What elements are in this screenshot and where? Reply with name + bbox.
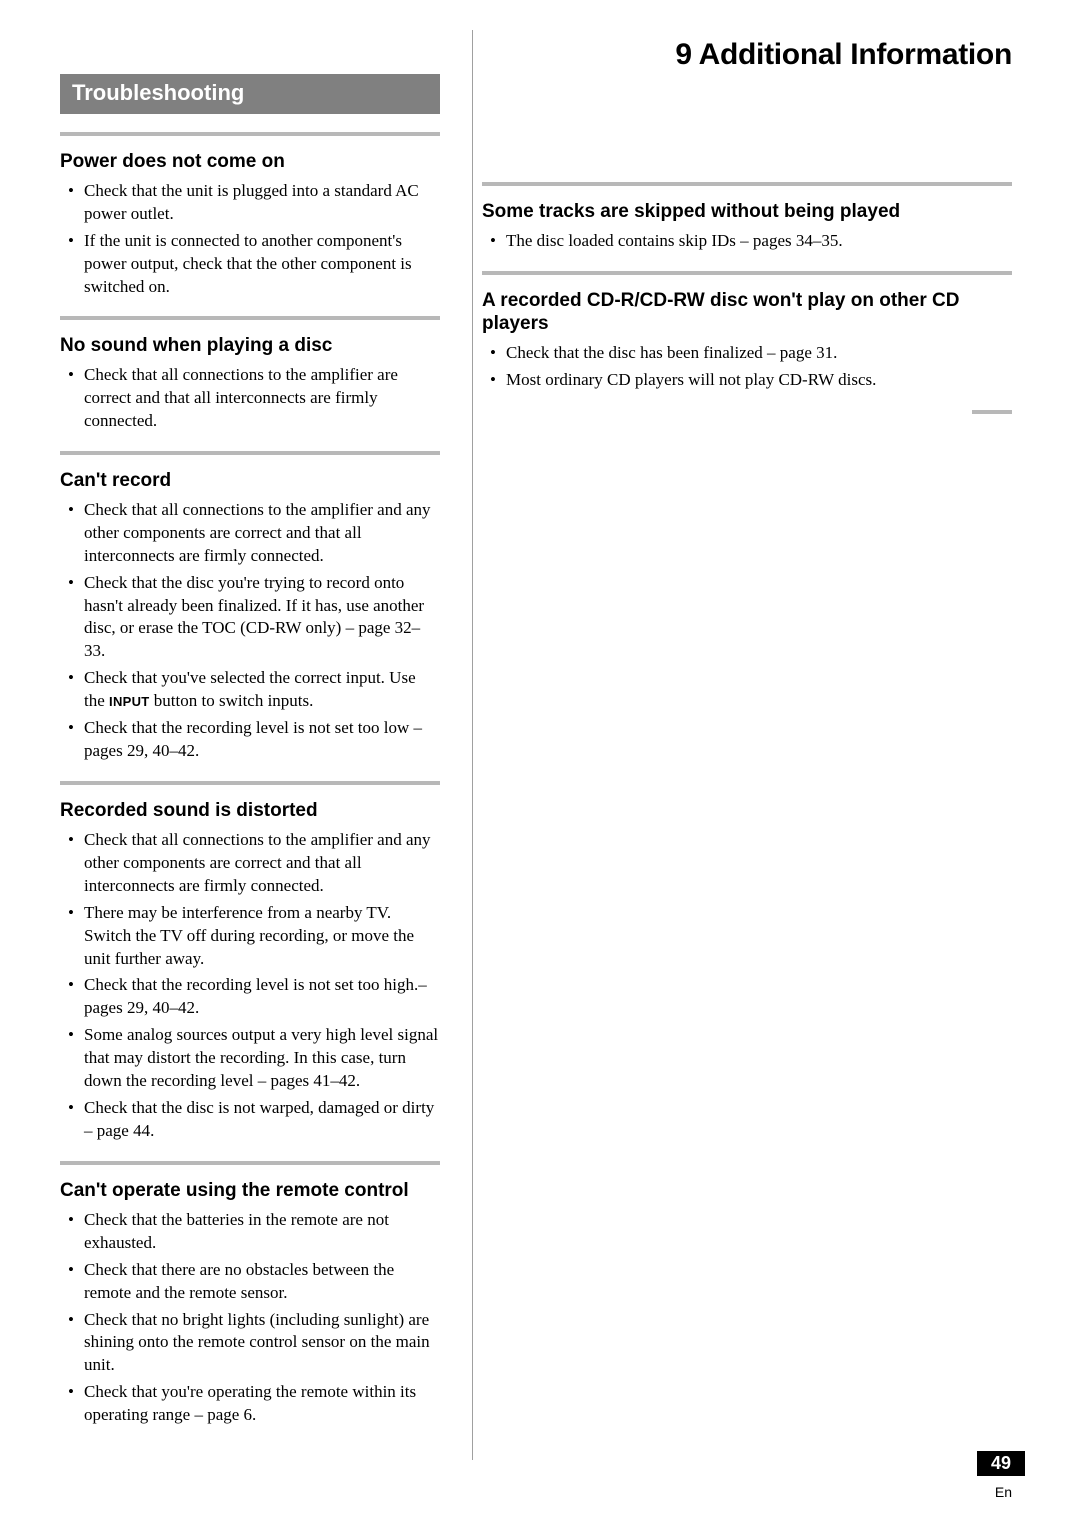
bullet-item: Check that the disc is not warped, damag… [84, 1097, 440, 1143]
topic-title: Can't record [60, 469, 440, 493]
bullet-item: Check that all connections to the amplif… [84, 829, 440, 898]
bullet-item: Check that all connections to the amplif… [84, 364, 440, 433]
topic-separator [60, 451, 440, 455]
topic-separator [482, 271, 1012, 275]
topic-title: Can't operate using the remote control [60, 1179, 440, 1203]
bullet-item: If the unit is connected to another comp… [84, 230, 440, 299]
chapter-title: 9 Additional Information [482, 38, 1012, 72]
bullet-item: Check that all connections to the amplif… [84, 499, 440, 568]
topic-bullet-list: Check that the unit is plugged into a st… [60, 180, 440, 299]
bullet-item: Check that the disc you're trying to rec… [84, 572, 440, 664]
bullet-item: Check that the unit is plugged into a st… [84, 180, 440, 226]
bullet-item: Most ordinary CD players will not play C… [506, 369, 1012, 392]
bullet-item: There may be interference from a nearby … [84, 902, 440, 971]
topic-title: A recorded CD-R/CD-RW disc won't play on… [482, 289, 1012, 337]
topic-title: No sound when playing a disc [60, 334, 440, 358]
topic-separator [60, 132, 440, 136]
topic-bullet-list: Check that all connections to the amplif… [60, 364, 440, 433]
topic-bullet-list: Check that all connections to the amplif… [60, 499, 440, 763]
topic-title: Some tracks are skipped without being pl… [482, 200, 1012, 224]
input-button-label: INPUT [109, 694, 150, 709]
spacer [482, 94, 1012, 164]
topic-title: Recorded sound is distorted [60, 799, 440, 823]
bullet-item: Check that no bright lights (including s… [84, 1309, 440, 1378]
topic-bullet-list: Check that the batteries in the remote a… [60, 1209, 440, 1427]
bullet-item: Check that the disc has been finalized –… [506, 342, 1012, 365]
topic-separator [60, 781, 440, 785]
manual-page: Troubleshooting Power does not come on C… [0, 0, 1080, 1526]
language-label: En [995, 1484, 1012, 1500]
topic-separator [60, 316, 440, 320]
topic-bullet-list: The disc loaded contains skip IDs – page… [482, 230, 1012, 253]
bullet-item: Check that you've selected the correct i… [84, 667, 440, 713]
topic-separator [60, 1161, 440, 1165]
page-number: 49 [977, 1451, 1025, 1476]
bullet-item: Check that you're operating the remote w… [84, 1381, 440, 1427]
bullet-item: Some analog sources output a very high l… [84, 1024, 440, 1093]
bullet-item: Check that the batteries in the remote a… [84, 1209, 440, 1255]
topic-bullet-list: Check that the disc has been finalized –… [482, 342, 1012, 392]
topic-title: Power does not come on [60, 150, 440, 174]
topic-bullet-list: Check that all connections to the amplif… [60, 829, 440, 1143]
topic-separator-end [972, 410, 1012, 414]
topic-separator [482, 182, 1012, 186]
bullet-item: Check that there are no obstacles betwee… [84, 1259, 440, 1305]
left-column: Troubleshooting Power does not come on C… [60, 30, 440, 1466]
bullet-item: The disc loaded contains skip IDs – page… [506, 230, 1012, 253]
section-heading-bar: Troubleshooting [60, 74, 440, 114]
column-divider [472, 30, 473, 1460]
bullet-item: Check that the recording level is not se… [84, 717, 440, 763]
bullet-item: Check that the recording level is not se… [84, 974, 440, 1020]
right-column: 9 Additional Information Some tracks are… [472, 30, 1012, 1466]
